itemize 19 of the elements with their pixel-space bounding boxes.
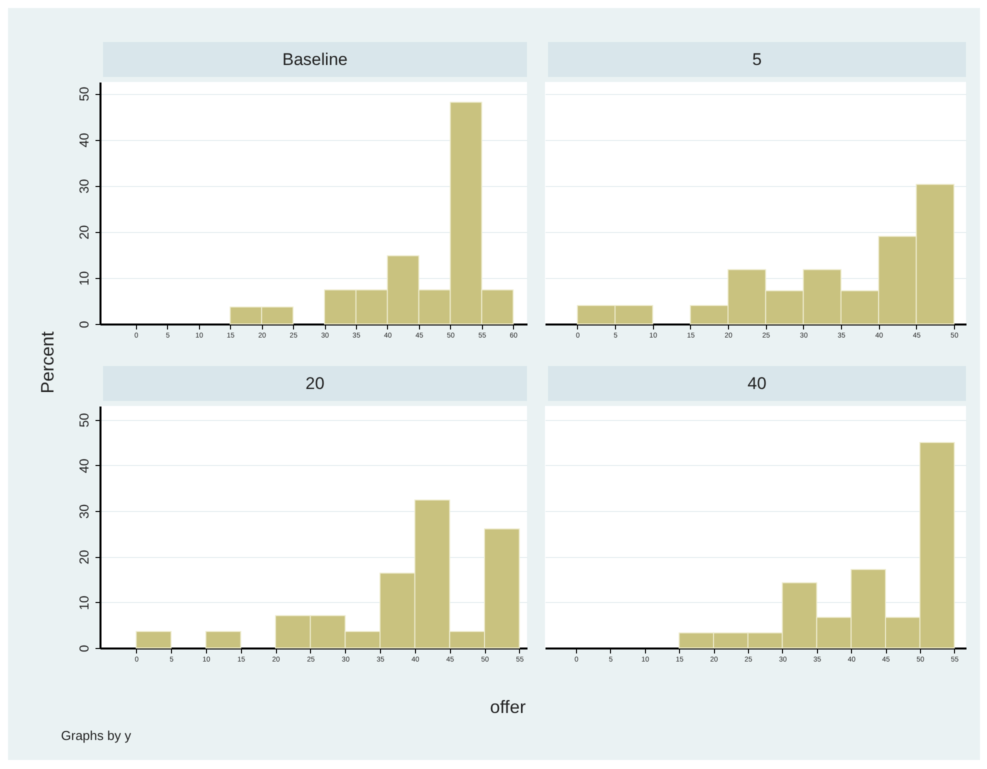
y-tick-label: 0 bbox=[76, 320, 92, 328]
chart-title: Baseline bbox=[103, 42, 527, 77]
y-tick-label: 20 bbox=[76, 225, 92, 240]
chart-title: 5 bbox=[548, 42, 966, 77]
y-tick-label: 20 bbox=[76, 550, 92, 564]
y-tick-label: 10 bbox=[76, 596, 92, 610]
y-tick-label: 30 bbox=[76, 504, 92, 519]
y-tick-label: 0 bbox=[76, 644, 92, 652]
text: Graphs by y bbox=[61, 728, 132, 743]
y-tick-label: 40 bbox=[76, 458, 92, 474]
y-tick-label: 50 bbox=[76, 412, 92, 428]
y-axis-title: Percent bbox=[38, 331, 59, 394]
x-axis-title: offer bbox=[490, 697, 526, 718]
y-tick-label: 10 bbox=[76, 271, 92, 286]
y-tick-label: 40 bbox=[76, 132, 92, 148]
chart-title: 20 bbox=[103, 366, 527, 401]
y-tick-label: 30 bbox=[76, 178, 92, 194]
chart-title: 40 bbox=[548, 366, 966, 401]
y-tick-label: 50 bbox=[76, 86, 92, 102]
